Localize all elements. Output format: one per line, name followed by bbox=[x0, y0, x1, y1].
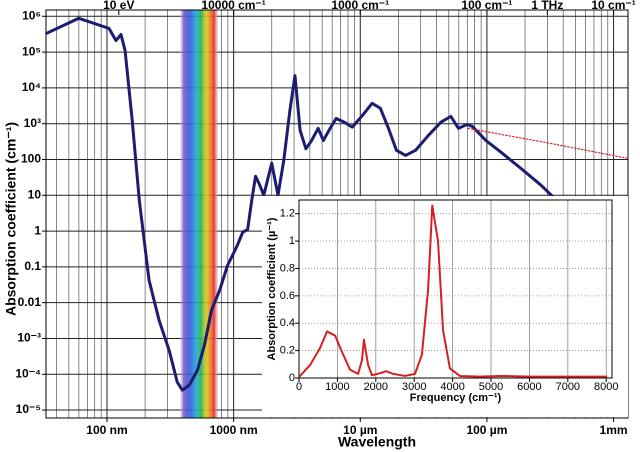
series-line bbox=[45, 16, 598, 392]
y-tick-label: 1 bbox=[34, 223, 41, 237]
x-tick-label: 5000 bbox=[479, 381, 503, 393]
y-tick-label: 100 bbox=[21, 152, 41, 166]
y-axis-title: Absorption coefficient (cm⁻¹) bbox=[3, 122, 19, 316]
visible-band bbox=[180, 10, 218, 418]
series-line bbox=[299, 204, 608, 378]
y-tick-label: 0.6 bbox=[280, 290, 295, 302]
y-tick-label: 10⁻⁵ bbox=[16, 402, 41, 416]
y-axis-title: Absorption coefficient (µ⁻¹) bbox=[266, 217, 278, 360]
plot-frame bbox=[298, 199, 613, 379]
x-tick-label: 6000 bbox=[517, 381, 541, 393]
plot-area bbox=[299, 200, 612, 378]
x-tick-label: 3000 bbox=[402, 381, 426, 393]
top-tick-label: 10 eV bbox=[103, 0, 134, 12]
y-tick-label: 10⁶ bbox=[22, 8, 41, 22]
x-axis-title: Frequency (cm⁻¹) bbox=[410, 392, 502, 404]
series-line bbox=[467, 127, 629, 160]
y-tick-label: 0.2 bbox=[280, 345, 295, 357]
top-tick-label: 10000 cm⁻¹ bbox=[201, 0, 265, 12]
y-tick-label: 0 bbox=[289, 372, 295, 384]
y-tick-label: 0.1 bbox=[24, 259, 41, 273]
top-tick-label: 1 THz bbox=[531, 0, 563, 12]
y-tick-label: 10⁻³ bbox=[17, 331, 41, 345]
x-tick-label: 100 µm bbox=[466, 423, 507, 437]
y-tick-label: 10⁵ bbox=[22, 44, 41, 58]
top-tick-label: 10 cm⁻¹ bbox=[591, 0, 635, 12]
y-tick-label: 10⁴ bbox=[22, 80, 41, 94]
x-tick-label: 4000 bbox=[440, 381, 464, 393]
top-tick-label: 100 cm⁻¹ bbox=[461, 0, 512, 12]
y-tick-label: 1.2 bbox=[280, 208, 295, 220]
y-tick-label: 0.4 bbox=[280, 317, 295, 329]
x-tick-label: 10 µm bbox=[343, 423, 377, 437]
y-tick-label: 1 bbox=[289, 235, 295, 247]
x-tick-label: 1000 bbox=[325, 381, 349, 393]
x-tick-label: 7000 bbox=[556, 381, 580, 393]
y-tick-label: 10⁻⁴ bbox=[15, 366, 41, 380]
x-tick-label: 1mm bbox=[600, 423, 628, 437]
x-axis-title: Wavelength bbox=[338, 434, 416, 450]
y-tick-label: 0.01 bbox=[18, 295, 42, 309]
y-tick-label: 10³ bbox=[24, 116, 41, 130]
top-tick-label: 1000 cm⁻¹ bbox=[331, 0, 389, 12]
y-tick-label: 0.8 bbox=[280, 262, 295, 274]
x-tick-label: 100 nm bbox=[86, 423, 127, 437]
x-tick-label: 0 bbox=[296, 381, 302, 393]
x-tick-label: 1000 nm bbox=[210, 423, 258, 437]
x-tick-label: 8000 bbox=[594, 381, 618, 393]
x-tick-label: 2000 bbox=[364, 381, 388, 393]
y-tick-label: 10 bbox=[28, 187, 42, 201]
